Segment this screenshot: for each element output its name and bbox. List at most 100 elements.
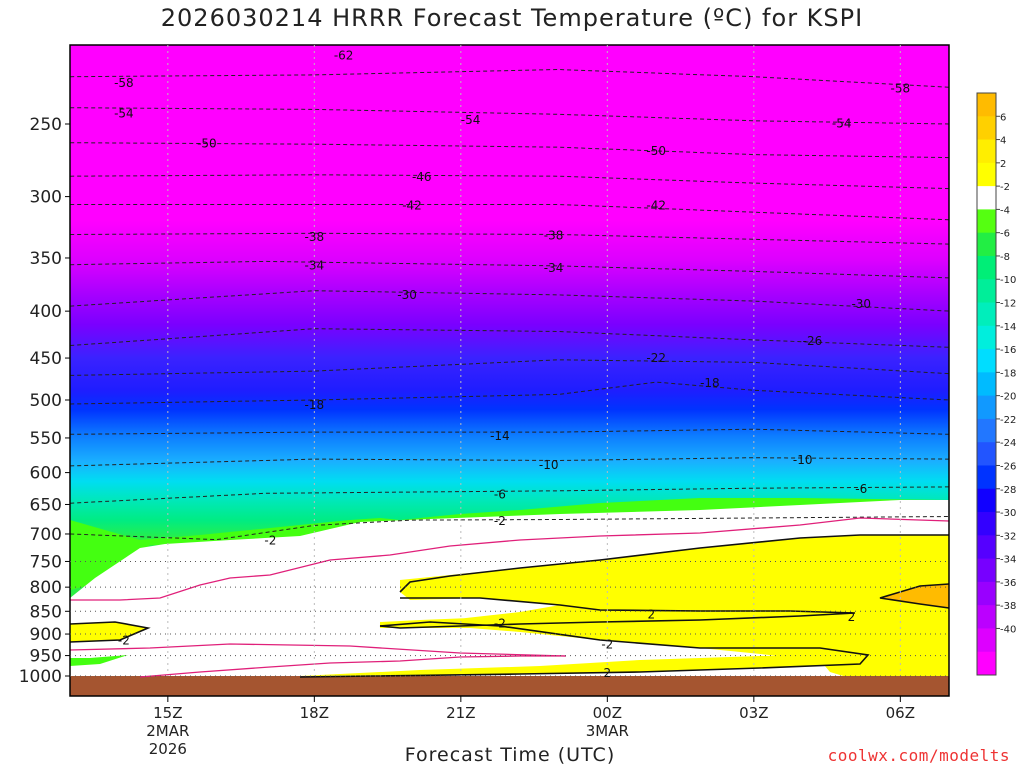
contour-label: -18 — [305, 398, 325, 412]
colorbar-label: -18 — [1000, 368, 1016, 379]
contour-label: -2 — [118, 633, 130, 647]
contour-label: -42 — [646, 198, 666, 212]
colorbar-label: 2 — [1000, 159, 1006, 170]
y-tick-label: 300 — [30, 188, 62, 208]
y-tick-label: 850 — [30, 602, 62, 622]
contour-label: -2 — [494, 616, 506, 630]
y-tick-label: 250 — [30, 115, 62, 135]
contour-label: -26 — [803, 334, 823, 348]
x-tick-year: 2026 — [149, 740, 187, 758]
isotherm-line — [70, 204, 950, 221]
chart-title: 2026030214 HRRR Forecast Temperature (ºC… — [160, 4, 864, 32]
colorbar-swatch — [977, 139, 996, 164]
y-tick-label: 650 — [30, 495, 62, 515]
contour-label: -42 — [402, 198, 422, 212]
isotherm-line — [70, 428, 950, 435]
colorbar-label: -8 — [1000, 252, 1010, 263]
y-tick-label: 1000 — [19, 667, 62, 687]
colorbar-label: -26 — [1000, 461, 1016, 472]
y-tick-label: 550 — [30, 429, 62, 449]
colorbar-swatch — [977, 442, 996, 466]
warm-core-right — [880, 584, 949, 608]
colorbar-label: -2 — [1000, 182, 1010, 193]
colorbar-swatch — [977, 605, 996, 629]
contour-label: -50 — [197, 137, 217, 151]
colorbar-label: -36 — [1000, 578, 1016, 589]
colorbar-label: -40 — [1000, 624, 1016, 635]
colorbar-swatch — [977, 162, 996, 187]
colorbar-label: -4 — [1000, 205, 1010, 216]
colorbar-swatch — [977, 372, 996, 397]
isotherm-line — [70, 516, 950, 541]
ground-surface — [70, 676, 949, 696]
y-tick-label: 400 — [30, 302, 62, 322]
colorbar-swatch — [977, 325, 996, 350]
warm-layer-left — [70, 622, 148, 642]
contour-label: -14 — [490, 429, 510, 443]
colorbar-swatch — [977, 418, 996, 443]
contour-label: -38 — [305, 230, 325, 244]
warm-layer-lower — [300, 654, 868, 676]
colorbar-swatch — [977, 651, 996, 676]
freezing-line-upper — [399, 534, 949, 593]
contour-label: -6 — [494, 487, 506, 501]
isotherm-line — [70, 232, 950, 245]
contour-label: -10 — [539, 458, 559, 472]
colorbar-swatch — [977, 349, 996, 373]
colorbar-label: 4 — [1000, 136, 1006, 147]
contour-label: -46 — [412, 170, 432, 184]
y-tick-label: 450 — [30, 349, 62, 369]
isotherm-line — [70, 328, 950, 348]
colorbar-label: -32 — [1000, 531, 1016, 542]
colorbar-label: -10 — [1000, 275, 1016, 286]
contour-label: -54 — [114, 107, 134, 121]
colorbar-label: -24 — [1000, 438, 1016, 449]
contour-label: -10 — [793, 453, 813, 467]
contour-label: -22 — [646, 351, 666, 365]
colorbar-swatch — [977, 488, 996, 513]
cold-pocket-left — [70, 655, 128, 666]
contour-label: -2 — [264, 534, 276, 548]
colorbar-label: 6 — [1000, 112, 1006, 123]
contour-label: 2 — [848, 610, 856, 624]
colorbar-swatch — [977, 186, 996, 210]
x-axis-title: Forecast Time (UTC) — [404, 744, 616, 766]
colorbar-label: -28 — [1000, 485, 1016, 496]
isotherm-lines — [70, 68, 950, 541]
isotherm-line — [70, 359, 950, 376]
colorbar-frame — [976, 92, 997, 676]
colorbar-swatch — [977, 395, 996, 420]
colorbar-label: -6 — [1000, 229, 1010, 240]
x-tick-label: 15Z — [153, 704, 182, 722]
magenta-line-left — [69, 643, 567, 657]
contour-label: -58 — [114, 76, 134, 90]
y-tick-label: 500 — [30, 391, 62, 411]
colorbar-swatch — [977, 558, 996, 583]
isotherm-line — [70, 381, 950, 405]
contour-label: -2 — [601, 638, 613, 652]
contour-label: -38 — [544, 229, 564, 243]
colorbar-label: -16 — [1000, 345, 1016, 356]
contour-label: -54 — [832, 116, 852, 130]
isotherm-line — [70, 68, 950, 88]
y-tick-label: 950 — [30, 647, 62, 667]
y-tick-label: 800 — [30, 578, 62, 598]
contour-label: -18 — [700, 376, 720, 390]
colorbar-swatch — [977, 512, 996, 536]
freezing-line-left — [69, 621, 151, 643]
contour-label: 2 — [647, 608, 655, 622]
colorbar-swatch — [977, 581, 996, 606]
y-tick-label: 750 — [30, 552, 62, 572]
colorbar-label: -14 — [1000, 322, 1016, 333]
colorbar-swatch — [977, 535, 996, 560]
colorbar-label: -22 — [1000, 415, 1016, 426]
magenta-lines — [69, 517, 950, 678]
contour-label: -58 — [891, 81, 911, 95]
magenta-line-upper — [70, 517, 950, 601]
colorbar-swatch — [977, 302, 996, 327]
isotherm-line — [70, 174, 950, 190]
freezing-lines — [69, 534, 950, 678]
contour-label: -34 — [544, 261, 564, 275]
